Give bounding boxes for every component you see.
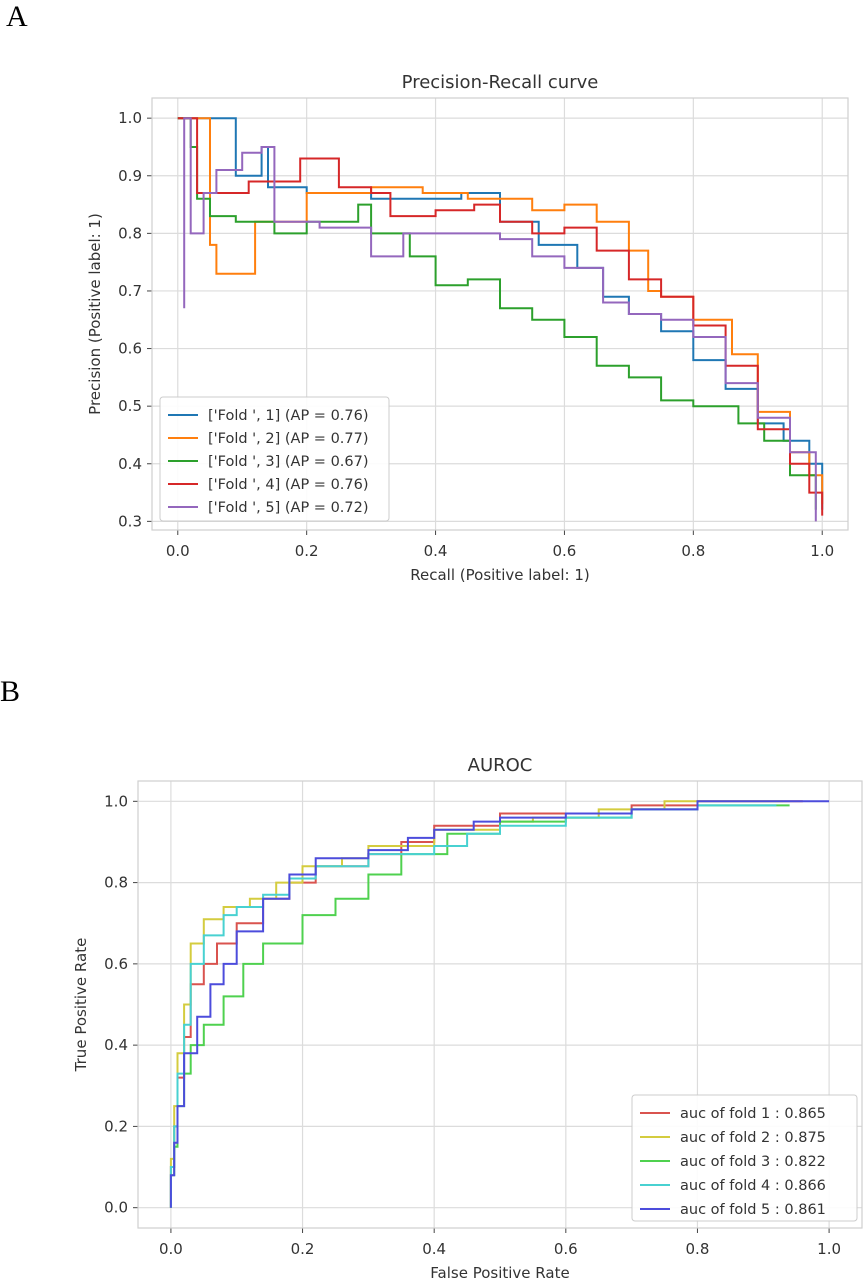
- chart-title: Precision-Recall curve: [402, 72, 599, 93]
- x-tick-label: 0.2: [291, 1240, 315, 1258]
- plot-frame: [151, 97, 849, 531]
- y-tick-label: 0.6: [104, 955, 128, 973]
- x-tick-label: 0.8: [681, 542, 705, 560]
- legend-label-5: ['Fold ', 5] (AP = 0.72): [208, 500, 369, 516]
- series-line-5: [169, 800, 830, 1208]
- y-tick-label: 0.9: [118, 167, 142, 185]
- series-line-5: [183, 117, 817, 522]
- legend-label-4: auc of fold 4 : 0.866: [680, 1178, 826, 1194]
- y-tick-label: 0.5: [118, 397, 142, 415]
- x-tick-label: 0.4: [424, 542, 448, 560]
- y-tick-label: 0.8: [118, 224, 142, 242]
- legend-label-3: auc of fold 3 : 0.822: [680, 1154, 826, 1170]
- y-tick-label: 0.6: [118, 340, 142, 358]
- y-tick-label: 0.3: [118, 512, 142, 530]
- y-tick-label: 0.4: [104, 1036, 128, 1054]
- legend-label-5: auc of fold 5 : 0.861: [680, 1202, 826, 1218]
- legend-label-1: ['Fold ', 1] (AP = 0.76): [208, 408, 369, 424]
- x-tick-label: 1.0: [810, 542, 834, 560]
- series-line-4: [177, 117, 824, 516]
- legend-label-4: ['Fold ', 4] (AP = 0.76): [208, 477, 369, 493]
- y-axis-label: True Positive Rate: [72, 938, 90, 1073]
- legend-box: [631, 1094, 858, 1222]
- x-tick-label: 1.0: [817, 1240, 841, 1258]
- x-axis-label: Recall (Positive label: 1): [410, 566, 589, 584]
- x-axis-label: False Positive Rate: [430, 1264, 569, 1280]
- panel-label-b: B: [0, 675, 21, 708]
- y-tick-label: 0.4: [118, 455, 142, 473]
- x-tick-label: 0.6: [553, 542, 577, 560]
- y-tick-label: 0.8: [104, 874, 128, 892]
- precision-recall-chart: 0.0 0.2 0.4 0.6 0.8 1.0 0.3 0.4 0.5 0.6 0.7 0.8 0.9 1…: [86, 72, 849, 584]
- legend-label-1: auc of fold 1 : 0.865: [680, 1106, 826, 1122]
- legend-label-3: ['Fold ', 3] (AP = 0.67): [208, 454, 369, 470]
- x-tick-label: 0.6: [554, 1240, 578, 1258]
- y-tick-label: 0.2: [104, 1117, 128, 1135]
- x-tick-label: 0.8: [686, 1240, 710, 1258]
- x-tick-label: 0.2: [295, 542, 319, 560]
- y-tick-label: 1.0: [118, 109, 142, 127]
- panel-label-a: A: [6, 0, 28, 33]
- y-axis-label: Precision (Positive label: 1): [86, 213, 104, 415]
- legend-box: [159, 396, 390, 522]
- y-tick-label: 0.0: [104, 1199, 128, 1217]
- y-tick-label: 0.7: [118, 282, 142, 300]
- plot-frame: [137, 780, 863, 1229]
- series-line-3: [177, 117, 817, 510]
- legend-label-2: auc of fold 2 : 0.875: [680, 1130, 826, 1146]
- x-tick-label: 0.4: [422, 1240, 446, 1258]
- y-tick-label: 1.0: [104, 792, 128, 810]
- x-tick-label: 0.0: [166, 542, 190, 560]
- x-tick-label: 0.0: [159, 1240, 183, 1258]
- chart-title: AUROC: [468, 755, 533, 776]
- legend-label-2: ['Fold ', 2] (AP = 0.77): [208, 431, 369, 447]
